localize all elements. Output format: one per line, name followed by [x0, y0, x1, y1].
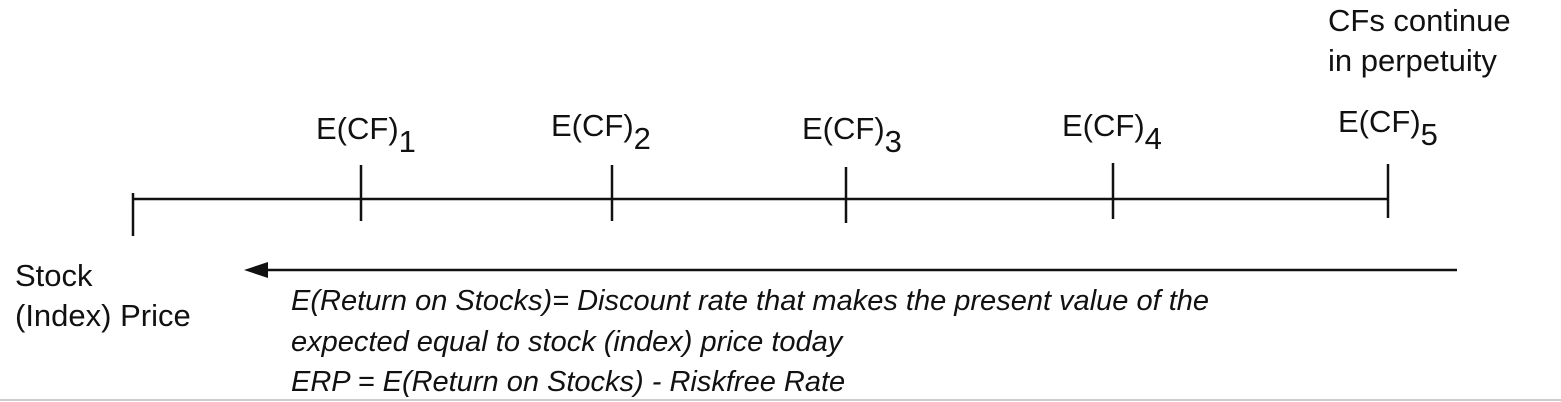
cash-flow-label: E(CF)1 — [316, 111, 416, 159]
cash-flow-label: E(CF)2 — [551, 108, 651, 156]
explanation-line: ERP = E(Return on Stocks) - Riskfree Rat… — [291, 366, 845, 398]
cash-flow-label: E(CF)5 — [1338, 104, 1438, 152]
perpetuity-note: in perpetuity — [1328, 43, 1497, 78]
explanation-line: expected equal to stock (index) price to… — [291, 326, 844, 358]
cash-flow-label: E(CF)4 — [1062, 108, 1162, 156]
cash-flow-subscript: 2 — [634, 121, 651, 156]
cash-flow-text: E(CF) — [1338, 104, 1421, 139]
price-label: (Index) Price — [15, 298, 191, 333]
perpetuity-note: CFs continue — [1328, 3, 1511, 38]
cash-flow-text: E(CF) — [316, 111, 399, 146]
cash-flow-subscript: 3 — [885, 124, 902, 159]
cash-flow-subscript: 4 — [1145, 121, 1162, 156]
cash-flow-text: E(CF) — [1062, 108, 1145, 143]
cash-flow-label: E(CF)3 — [802, 111, 902, 159]
cash-flow-subscript: 5 — [1421, 117, 1438, 152]
arrow-head — [244, 262, 268, 278]
cash-flow-subscript: 1 — [399, 124, 416, 159]
cash-flow-text: E(CF) — [551, 108, 634, 143]
cash-flow-text: E(CF) — [802, 111, 885, 146]
explanation-line: E(Return on Stocks)= Discount rate that … — [291, 285, 1209, 317]
price-label: Stock — [15, 258, 93, 293]
